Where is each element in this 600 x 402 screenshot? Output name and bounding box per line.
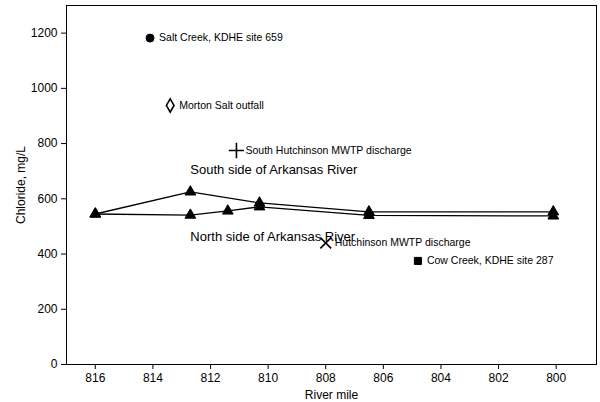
svg-text:800: 800: [37, 136, 57, 150]
svg-text:River mile: River mile: [305, 388, 359, 402]
svg-text:808: 808: [316, 371, 336, 385]
svg-text:North side of Arkansas River: North side of Arkansas River: [190, 229, 355, 244]
svg-text:200: 200: [37, 302, 57, 316]
svg-text:810: 810: [258, 371, 278, 385]
svg-text:812: 812: [201, 371, 221, 385]
svg-text:Salt Creek, KDHE site 659: Salt Creek, KDHE site 659: [159, 31, 283, 43]
svg-text:804: 804: [431, 371, 451, 385]
svg-text:802: 802: [489, 371, 509, 385]
svg-text:South Hutchinson MWTP discharg: South Hutchinson MWTP discharge: [245, 144, 411, 156]
svg-text:400: 400: [37, 247, 57, 261]
svg-text:814: 814: [143, 371, 163, 385]
svg-text:1200: 1200: [31, 26, 58, 40]
svg-text:Cow Creek, KDHE site 287: Cow Creek, KDHE site 287: [427, 254, 554, 266]
svg-text:816: 816: [85, 371, 105, 385]
svg-text:0: 0: [51, 357, 58, 371]
svg-text:Chloride, mg/L: Chloride, mg/L: [14, 146, 28, 224]
svg-text:South side of Arkansas River: South side of Arkansas River: [190, 162, 358, 177]
svg-text:800: 800: [546, 371, 566, 385]
svg-text:600: 600: [37, 192, 57, 206]
svg-text:1000: 1000: [31, 81, 58, 95]
svg-text:Hutchinson MWTP discharge: Hutchinson MWTP discharge: [335, 236, 471, 248]
svg-text:806: 806: [373, 371, 393, 385]
svg-text:Morton Salt outfall: Morton Salt outfall: [179, 99, 264, 111]
